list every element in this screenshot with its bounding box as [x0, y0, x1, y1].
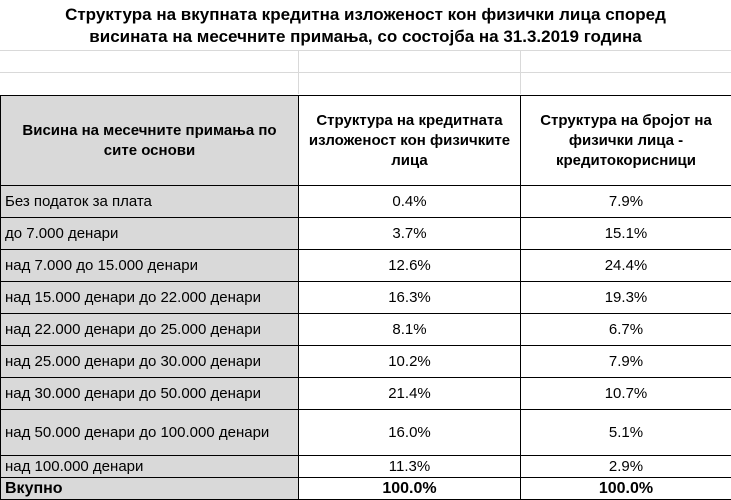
total-row: Вкупно 100.0% 100.0%: [1, 478, 731, 500]
credit-exposure-value: 8.1%: [299, 314, 521, 346]
total-borrowers-value: 100.0%: [521, 478, 731, 500]
table-row: над 50.000 денари до 100.000 денари 16.0…: [1, 410, 731, 456]
total-label: Вкупно: [1, 478, 299, 500]
credit-exposure-value: 11.3%: [299, 456, 521, 478]
credit-structure-table: Висина на месечните примања по сите осно…: [0, 95, 731, 500]
table-row: до 7.000 денари 3.7% 15.1%: [1, 218, 731, 250]
borrowers-value: 2.9%: [521, 456, 731, 478]
borrowers-value: 7.9%: [521, 346, 731, 378]
credit-exposure-value: 10.2%: [299, 346, 521, 378]
table-row: Без податок за плата 0.4% 7.9%: [1, 186, 731, 218]
total-credit-exposure-value: 100.0%: [299, 478, 521, 500]
borrowers-value: 15.1%: [521, 218, 731, 250]
row-label: над 30.000 денари до 50.000 денари: [1, 378, 299, 410]
row-label: над 50.000 денари до 100.000 денари: [1, 410, 299, 456]
table-row: над 22.000 денари до 25.000 денари 8.1% …: [1, 314, 731, 346]
credit-exposure-value: 21.4%: [299, 378, 521, 410]
header-row: Висина на месечните примања по сите осно…: [1, 96, 731, 186]
table-row: над 30.000 денари до 50.000 денари 21.4%…: [1, 378, 731, 410]
borrowers-value: 24.4%: [521, 250, 731, 282]
header-borrowers-structure: Структура на бројот на физички лица - кр…: [521, 96, 731, 186]
row-label: Без податок за плата: [1, 186, 299, 218]
sheet-gridline: [520, 50, 521, 94]
header-credit-exposure-structure: Структура на кредитната изложеност кон ф…: [299, 96, 521, 186]
header-income-level: Висина на месечните примања по сите осно…: [1, 96, 299, 186]
row-label: до 7.000 денари: [1, 218, 299, 250]
sheet-gridline: [0, 50, 731, 51]
credit-exposure-value: 12.6%: [299, 250, 521, 282]
page-title: Структура на вкупната кредитна изложенос…: [0, 4, 731, 48]
credit-exposure-value: 3.7%: [299, 218, 521, 250]
borrowers-value: 6.7%: [521, 314, 731, 346]
table-row: над 15.000 денари до 22.000 денари 16.3%…: [1, 282, 731, 314]
row-label: над 22.000 денари до 25.000 денари: [1, 314, 299, 346]
row-label: над 25.000 денари до 30.000 денари: [1, 346, 299, 378]
borrowers-value: 5.1%: [521, 410, 731, 456]
row-label: над 100.000 денари: [1, 456, 299, 478]
borrowers-value: 10.7%: [521, 378, 731, 410]
row-label: над 15.000 денари до 22.000 денари: [1, 282, 299, 314]
borrowers-value: 19.3%: [521, 282, 731, 314]
credit-exposure-value: 16.3%: [299, 282, 521, 314]
table-row: над 7.000 до 15.000 денари 12.6% 24.4%: [1, 250, 731, 282]
credit-exposure-value: 0.4%: [299, 186, 521, 218]
credit-exposure-value: 16.0%: [299, 410, 521, 456]
row-label: над 7.000 до 15.000 денари: [1, 250, 299, 282]
table-row: над 25.000 денари до 30.000 денари 10.2%…: [1, 346, 731, 378]
title-line-2: висината на месечните примања, со состој…: [0, 26, 731, 48]
borrowers-value: 7.9%: [521, 186, 731, 218]
title-line-1: Структура на вкупната кредитна изложенос…: [0, 4, 731, 26]
table-row: над 100.000 денари 11.3% 2.9%: [1, 456, 731, 478]
sheet-gridline: [298, 50, 299, 94]
sheet-gridline: [0, 72, 731, 73]
